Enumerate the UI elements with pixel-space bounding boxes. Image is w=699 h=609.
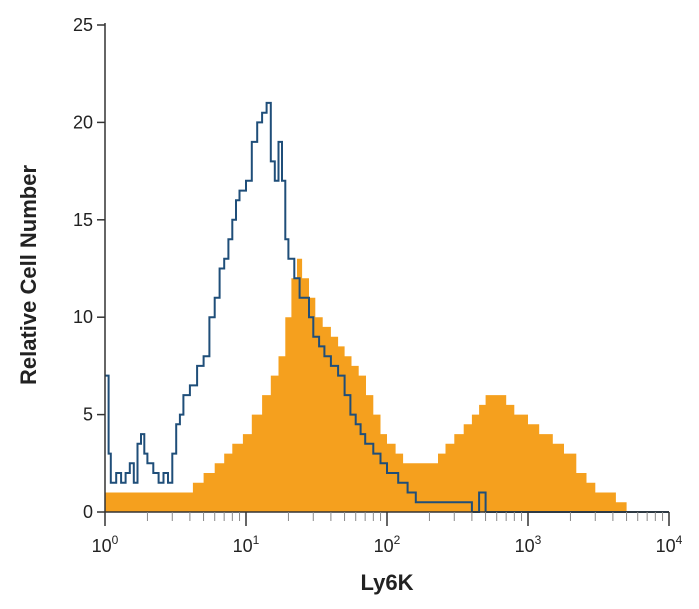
y-tick-label: 15 (73, 210, 93, 230)
plot-area (105, 101, 669, 513)
y-tick-label: 0 (83, 502, 93, 522)
x-tick-label: 100 (92, 533, 119, 556)
x-axis-title: Ly6K (361, 570, 414, 595)
x-tick-label: 102 (374, 533, 401, 556)
axes: 0 5 10 15 20 25 100 101 102 103 104 (73, 15, 683, 556)
y-tick-label: 10 (73, 307, 93, 327)
y-tick-label: 20 (73, 112, 93, 132)
y-axis-title: Relative Cell Number (16, 165, 41, 386)
histogram-filled-series (105, 258, 669, 512)
x-tick-label: 103 (515, 533, 542, 556)
y-tick-label: 5 (83, 405, 93, 425)
x-tick-label: 101 (233, 533, 260, 556)
y-tick-label: 25 (73, 15, 93, 35)
histogram-outline-series (105, 101, 669, 513)
x-tick-label: 104 (656, 533, 683, 556)
